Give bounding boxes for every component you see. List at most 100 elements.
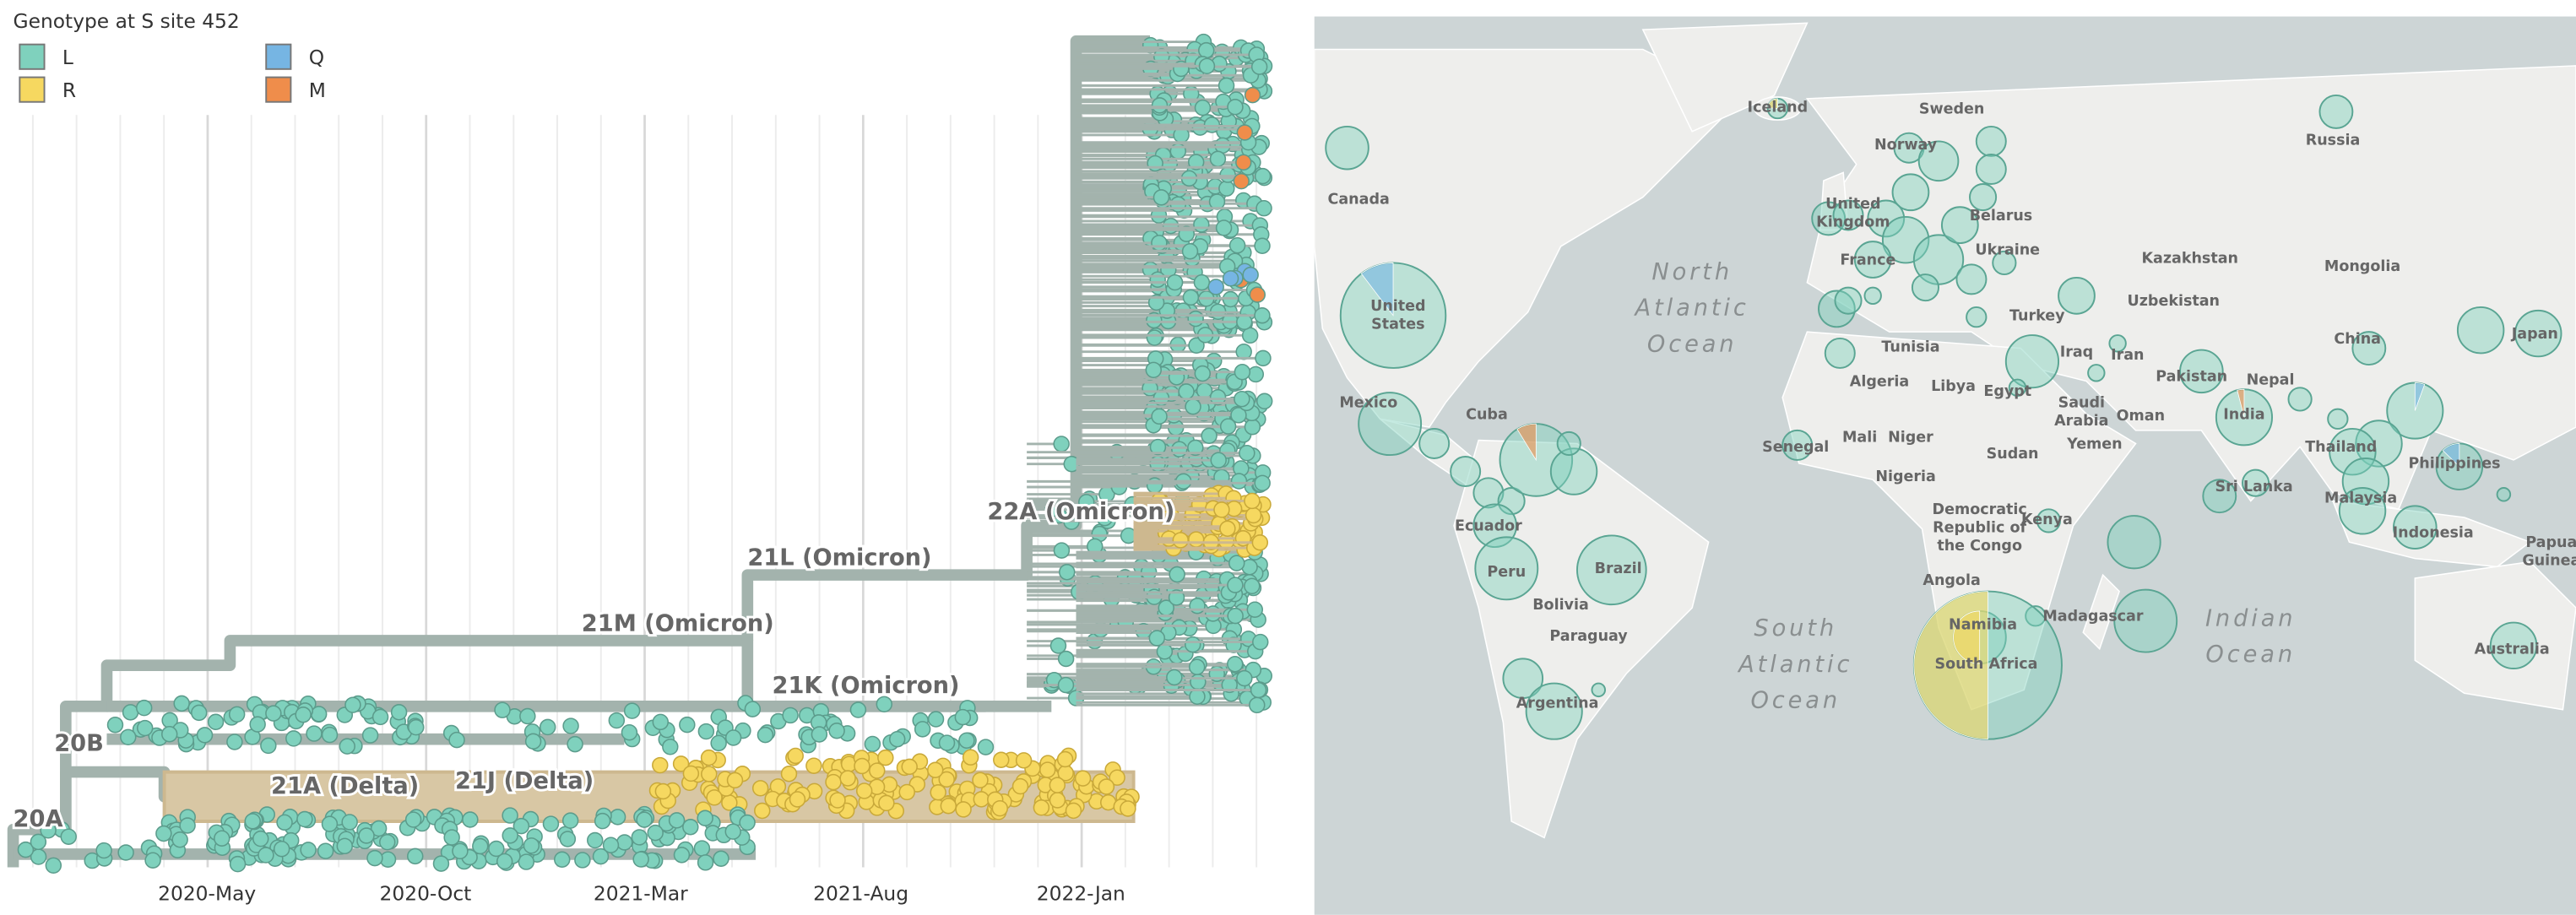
tree-tip	[300, 842, 317, 858]
tree-tip	[962, 749, 979, 766]
legend-label: L	[62, 46, 73, 69]
tree-tip	[1156, 643, 1174, 660]
map-bubble	[2489, 621, 2538, 670]
tree-tip	[229, 855, 247, 873]
tree-tip	[523, 837, 540, 854]
tree-tip	[855, 782, 873, 799]
tree-tip	[1166, 273, 1184, 291]
tree-tip	[60, 828, 77, 845]
tree-tip	[1147, 154, 1163, 172]
tree-tip	[1171, 441, 1188, 457]
country-label: United	[1825, 196, 1880, 213]
country-label: Canada	[1328, 191, 1390, 208]
ocean-label: Indian	[2205, 605, 2296, 631]
country-label: States	[1371, 316, 1424, 333]
tree-tip	[196, 727, 214, 744]
country-label: Mali	[1842, 430, 1877, 447]
tree-tip	[1254, 237, 1271, 255]
tree-tip	[554, 851, 571, 869]
country-label: Guinea	[2522, 552, 2576, 569]
ocean-label: Atlantic	[1737, 652, 1852, 678]
map-bubble	[1834, 286, 1863, 315]
tree-tip	[173, 695, 190, 712]
tree-tip	[672, 755, 690, 772]
tree-tip	[621, 723, 638, 741]
ocean-label: Ocean	[1750, 688, 1841, 714]
tree-tip	[700, 749, 718, 766]
country-label: Turkey	[2009, 308, 2065, 325]
country-label: Norway	[1874, 137, 1938, 154]
tree-tip	[693, 840, 711, 857]
country-label: Indonesia	[2393, 524, 2474, 541]
tree-panel: 2020-May 2020-Oct 2021-Mar 2021-Aug 2022-Jan…	[7, 33, 1273, 905]
tree-tip	[739, 814, 756, 831]
tree-tip	[122, 704, 139, 721]
tree-tip	[448, 731, 465, 749]
x-axis-label: 2020-May	[158, 881, 256, 905]
tree-tip	[679, 716, 696, 734]
tree-tip	[171, 831, 188, 848]
country-label: Libya	[1931, 378, 1976, 395]
country-label: Peru	[1487, 564, 1526, 581]
tree-tip	[432, 855, 450, 872]
tree-tip	[1178, 383, 1195, 400]
tree-tip	[888, 730, 906, 748]
tree-tip	[1230, 407, 1247, 424]
map-bubble	[1450, 456, 1482, 488]
tree-tip	[518, 853, 535, 870]
map-bubble	[2179, 349, 2224, 394]
map-bubble	[1824, 337, 1856, 369]
tree-tip	[336, 837, 353, 855]
tree-tip	[1234, 390, 1250, 408]
country-label: Nigeria	[1875, 468, 1935, 485]
tree-tip	[1188, 531, 1205, 548]
tree-tip	[502, 807, 518, 824]
map-bubble	[2355, 420, 2403, 468]
tree-tip	[1187, 310, 1204, 328]
map-bubble	[2456, 306, 2505, 355]
tree-tip	[697, 809, 713, 826]
tree-tip	[1227, 577, 1244, 593]
country-label: Senegal	[1762, 439, 1829, 456]
tree-tip	[310, 706, 328, 723]
tree-tip	[973, 791, 990, 808]
country-label: the Congo	[1937, 538, 2022, 555]
tree-tip	[877, 749, 894, 766]
tree-tip	[408, 718, 425, 736]
tree-tip	[1120, 800, 1136, 817]
tree-tip	[927, 711, 945, 728]
tree-tip	[539, 718, 556, 736]
legend-swatch	[19, 76, 46, 103]
tree-tip	[559, 831, 577, 847]
map-bubble-slice	[1516, 423, 1537, 462]
map-bubble	[1591, 682, 1607, 698]
tree-tip	[623, 702, 641, 719]
legend-title: Genotype at S site 452	[14, 9, 240, 33]
tree-tip	[724, 729, 742, 746]
tree-tip	[179, 817, 196, 834]
tree-tip	[977, 739, 995, 755]
tree-tip	[95, 842, 112, 859]
tree-tip	[811, 726, 828, 743]
country-label: Belarus	[1970, 208, 2033, 225]
tree-tip	[494, 701, 511, 718]
country-label: Papua	[2525, 534, 2576, 551]
tree-tip	[295, 707, 312, 723]
country-label: Argentina	[1516, 696, 1599, 712]
tree-tip	[1184, 636, 1201, 653]
tree-tip	[1244, 577, 1261, 595]
tree-tip	[662, 739, 679, 755]
map-bubble	[1575, 534, 1647, 606]
country-label: Bolivia	[1532, 597, 1589, 614]
tree-tip	[1053, 436, 1070, 452]
country-label: Oman	[2117, 408, 2165, 425]
map-bubble	[1474, 536, 1539, 601]
map-bubble	[2242, 468, 2270, 497]
tree-tip	[542, 815, 560, 832]
legend-label: Q	[309, 46, 324, 69]
map-bubble	[1325, 125, 1369, 171]
legend-swatch	[265, 43, 292, 70]
tree-tip	[1188, 658, 1206, 675]
